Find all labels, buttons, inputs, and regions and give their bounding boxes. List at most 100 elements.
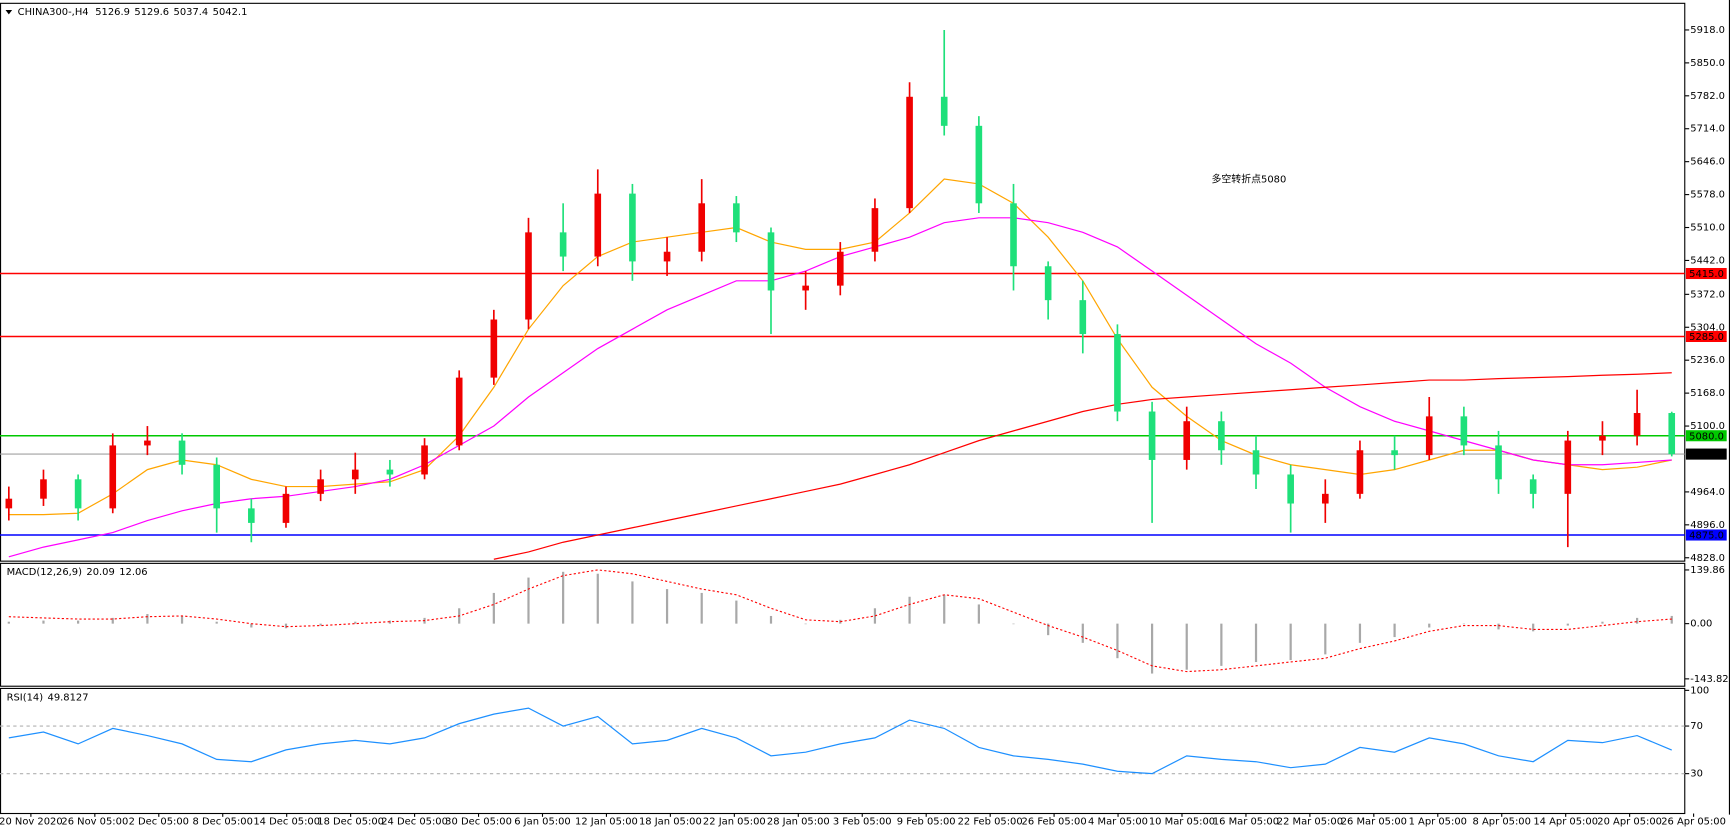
level-label-box bbox=[1685, 330, 1727, 343]
candle-body bbox=[213, 464, 221, 509]
macd-bar bbox=[319, 623, 322, 626]
candle-body bbox=[386, 469, 394, 475]
level-label-box bbox=[1685, 448, 1727, 460]
collapse-arrow bbox=[5, 9, 13, 15]
candle-body bbox=[74, 479, 82, 509]
candle-body bbox=[836, 251, 844, 286]
candle-body bbox=[40, 479, 47, 499]
y-tick-label: 139.86 bbox=[1690, 565, 1725, 576]
candle-body bbox=[1356, 450, 1364, 494]
candle-body bbox=[1633, 413, 1641, 436]
signal-line bbox=[8, 569, 1672, 673]
header-value: 5037.4 bbox=[174, 7, 209, 18]
header-value: 5042.1 bbox=[213, 7, 248, 18]
header-value: 5126.9 bbox=[95, 7, 130, 18]
x-tick-label: 22 Mar 05:00 bbox=[1277, 816, 1343, 827]
y-tick-label: 4896.0 bbox=[1690, 520, 1725, 531]
candle-body bbox=[455, 377, 463, 446]
candle-body bbox=[1010, 203, 1017, 267]
macd-bar bbox=[1289, 623, 1292, 661]
panel-frame bbox=[0, 687, 1686, 815]
candle-body bbox=[1460, 416, 1468, 446]
macd-bar bbox=[1116, 623, 1119, 659]
candle-body bbox=[1148, 411, 1156, 460]
y-tick-label: 100 bbox=[1690, 685, 1709, 696]
y-tick-label: 5100.0 bbox=[1690, 421, 1725, 432]
macd-bar bbox=[215, 621, 218, 624]
candle-body bbox=[940, 96, 948, 126]
y-tick-label: 5510.0 bbox=[1690, 223, 1725, 234]
macd-bar bbox=[1358, 623, 1362, 643]
x-tick-label: 22 Jan 05:00 bbox=[703, 816, 766, 827]
candle-body bbox=[1564, 440, 1572, 494]
x-tick-label: 18 Jan 05:00 bbox=[639, 816, 702, 827]
x-tick-label: 6 Jan 05:00 bbox=[514, 816, 571, 827]
macd-bar bbox=[1393, 623, 1396, 638]
macd-bar bbox=[977, 604, 980, 624]
x-tick-label: 12 Jan 05:00 bbox=[575, 816, 638, 827]
header-value: 20.09 bbox=[86, 567, 114, 578]
x-tick-label: 14 Dec 05:00 bbox=[253, 816, 320, 827]
x-tick-label: 26 Nov 05:00 bbox=[61, 816, 128, 827]
indicator-header: MACD(12,26,9) 20.09 12.06 bbox=[7, 567, 148, 578]
macd-bar bbox=[1047, 623, 1050, 636]
macd-bar bbox=[527, 577, 530, 624]
y-tick-label: 70 bbox=[1690, 721, 1703, 732]
level-label: 5080.0 bbox=[1689, 431, 1724, 442]
macd-bar bbox=[1670, 615, 1673, 624]
macd-bar bbox=[1081, 623, 1084, 643]
x-tick-label: 9 Feb 05:00 bbox=[897, 816, 956, 827]
macd-bar bbox=[1635, 617, 1639, 624]
candle-body bbox=[1321, 493, 1329, 504]
x-tick-label: 4 Mar 05:00 bbox=[1088, 816, 1148, 827]
candle-body bbox=[1044, 266, 1052, 301]
indicator-header: CHINA300-,H4 5126.9 5129.6 5037.4 5042.1 bbox=[18, 7, 248, 18]
x-tick-label: 26 Feb 05:00 bbox=[1022, 816, 1087, 827]
macd-bar bbox=[1532, 623, 1535, 632]
x-tick-label: 20 Nov 2020 bbox=[0, 816, 63, 827]
candle-body bbox=[975, 125, 983, 204]
y-tick-label: 4964.0 bbox=[1690, 487, 1725, 498]
macd-bar bbox=[1428, 623, 1431, 628]
y-tick-label: 5850.0 bbox=[1690, 58, 1725, 69]
x-tick-label: 3 Feb 05:00 bbox=[833, 816, 892, 827]
candle-body bbox=[802, 285, 809, 291]
annotation: 多空转折点5080 bbox=[1211, 172, 1286, 185]
y-tick-label: 4828.0 bbox=[1690, 553, 1725, 564]
candle-body bbox=[733, 203, 740, 233]
rsi-line bbox=[8, 707, 1672, 775]
candle-body bbox=[871, 208, 879, 252]
macd-bar bbox=[250, 623, 253, 628]
macd-bar bbox=[492, 592, 495, 624]
macd-bar bbox=[354, 621, 357, 624]
macd-bar bbox=[700, 592, 703, 624]
x-tick-label: 10 Mar 05:00 bbox=[1149, 816, 1215, 827]
macd-bar bbox=[908, 596, 911, 624]
macd-bar bbox=[804, 623, 807, 625]
macd-bar bbox=[1012, 623, 1015, 625]
indicator-header: RSI(14) 49.8127 bbox=[7, 692, 89, 703]
y-tick-label: -143.82 bbox=[1690, 674, 1728, 685]
y-tick-label: 5918.0 bbox=[1690, 25, 1725, 36]
macd-bar bbox=[77, 620, 80, 624]
candle-body bbox=[698, 203, 706, 252]
candle-body bbox=[1079, 300, 1087, 335]
x-tick-label: 22 Feb 05:00 bbox=[958, 816, 1023, 827]
candle-body bbox=[248, 508, 255, 523]
y-tick-label: 5372.0 bbox=[1690, 289, 1725, 300]
y-tick-label: 5782.0 bbox=[1690, 91, 1725, 102]
header-value: 49.8127 bbox=[48, 692, 89, 703]
macd-bar bbox=[1220, 623, 1223, 666]
y-tick-label: 5578.0 bbox=[1690, 190, 1725, 201]
macd-bar bbox=[735, 600, 738, 624]
macd-bar bbox=[769, 615, 773, 624]
header-value: 5129.6 bbox=[134, 7, 169, 18]
x-tick-label: 16 Mar 05:00 bbox=[1213, 816, 1279, 827]
level-label: 5285.0 bbox=[1689, 332, 1724, 343]
macd-bar bbox=[7, 621, 10, 624]
macd-bar bbox=[562, 571, 565, 624]
candle-body bbox=[629, 193, 636, 262]
